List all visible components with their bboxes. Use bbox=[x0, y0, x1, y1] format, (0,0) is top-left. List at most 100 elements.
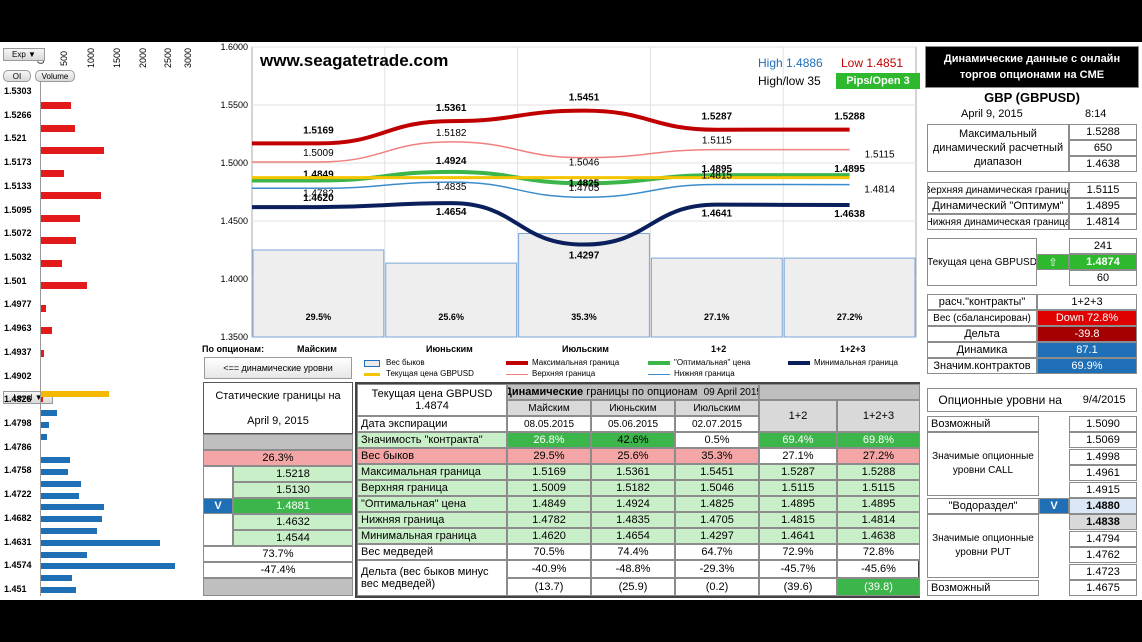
table-cell: 1.4814 bbox=[837, 512, 920, 528]
option-levels-list: 1.5090 1.5069 1.4998 1.4961 1.4915 1.4880 1.48… bbox=[1069, 416, 1137, 596]
table-cell: 25.6% bbox=[591, 448, 675, 464]
y-tick-label: 1.3500 bbox=[220, 332, 248, 342]
table-cell: 1.4620 bbox=[507, 528, 591, 544]
significance-label: Значим.контрактов bbox=[927, 358, 1037, 374]
legend-swatch bbox=[506, 361, 528, 365]
price-level-label: 1.5133 bbox=[4, 180, 32, 191]
col-header: 1+2 bbox=[759, 400, 837, 432]
bulls-weight-bar bbox=[650, 257, 783, 338]
y-tick-label: 1.4000 bbox=[220, 274, 248, 284]
oi-filter-button[interactable]: OI bbox=[3, 70, 31, 82]
instrument-title: GBP (GBPUSD) bbox=[984, 90, 1080, 105]
options-histogram-panel: 0 500 1000 1500 2000 2500 3000 Exp ▼ OI … bbox=[0, 42, 193, 600]
series-value-label: 1.4814 bbox=[864, 185, 895, 196]
legend-swatch bbox=[506, 374, 528, 375]
price-level-label: 1.4574 bbox=[4, 560, 32, 571]
price-level-label: 1.4963 bbox=[4, 323, 32, 334]
price-level-label: 1.4758 bbox=[4, 465, 32, 476]
bulls-weight-bar bbox=[252, 249, 385, 338]
table-cell: 27.2% bbox=[837, 448, 920, 464]
current-level-bar bbox=[41, 391, 110, 397]
category-label: 1+2+3 bbox=[840, 344, 866, 354]
call-volume-bar bbox=[41, 304, 47, 312]
table-cell: 1.5288 bbox=[837, 464, 920, 480]
series-value-label: 1.4782 bbox=[303, 188, 334, 199]
filter-icon: ▼ bbox=[34, 393, 43, 402]
price-label: Текущая цена GBPUSD bbox=[927, 238, 1037, 286]
bar-percent-label: 27.1% bbox=[704, 312, 730, 322]
row-label: Верхняя граница bbox=[357, 480, 507, 496]
price-level-label: 1.4631 bbox=[4, 536, 32, 547]
option-level: 1.4723 bbox=[1069, 563, 1137, 580]
delta-abs-cell: (39.8) bbox=[837, 578, 920, 596]
bar-percent-label: 35.3% bbox=[571, 312, 597, 322]
delta-pct-cell: -45.6% bbox=[837, 560, 920, 578]
option-level: 1.4675 bbox=[1069, 580, 1137, 596]
price-level-label: 1.4798 bbox=[4, 418, 32, 428]
price-level-label: 1.5266 bbox=[4, 109, 32, 120]
y-tick-label: 1.5000 bbox=[220, 158, 248, 168]
legend-swatch bbox=[364, 360, 380, 367]
dynamic-bounds-table: Текущая цена GBPUSD 1.4874 Динамические … bbox=[355, 382, 920, 598]
watershed-label: "Водораздел" bbox=[927, 498, 1039, 514]
chart-legend: Вес быков Текущая цена GBPUSD Максимальн… bbox=[362, 356, 918, 382]
series-value-label: 1.4815 bbox=[702, 170, 733, 181]
delta-abs-cell: (0.2) bbox=[675, 578, 759, 596]
option-level: 1.4762 bbox=[1069, 547, 1137, 564]
call-volume-bar bbox=[41, 124, 75, 132]
put-volume-bar bbox=[41, 575, 72, 582]
dynamic-levels-button[interactable]: <== динамические уровни bbox=[204, 357, 352, 379]
put-levels-label: Значимые опционные уровни PUT bbox=[927, 514, 1039, 578]
possible-label-top: Возможный bbox=[927, 416, 1039, 432]
table-cell: 1.5287 bbox=[759, 464, 837, 480]
table-cell: 1.5182 bbox=[591, 480, 675, 496]
table-cell: 72.8% bbox=[837, 544, 920, 560]
table-cell: 1.5169 bbox=[507, 464, 591, 480]
volume-filter-button[interactable]: Volume bbox=[35, 70, 75, 82]
table-cell: 1.4895 bbox=[759, 496, 837, 512]
series-value-label: 1.4835 bbox=[436, 182, 467, 193]
exp-label: Дата экспирации bbox=[357, 416, 507, 432]
y-tick-label: 1.5500 bbox=[220, 100, 248, 110]
delta-abs-cell: (13.7) bbox=[507, 578, 591, 596]
bulls-weight-bar bbox=[518, 233, 650, 338]
price-level-label: 1.4722 bbox=[4, 489, 32, 500]
series-value-label: 1.4825 bbox=[569, 178, 600, 189]
bulls-weight-bar bbox=[385, 262, 518, 338]
table-cell: 1.4782 bbox=[507, 512, 591, 528]
series-value-label: 1.5009 bbox=[303, 148, 334, 159]
low-readout: Low 1.4851 bbox=[841, 56, 904, 70]
series-line bbox=[252, 141, 850, 163]
row-label: Значимость "контракта" bbox=[357, 432, 507, 448]
static-level-optimal: 1.4881 bbox=[233, 498, 353, 514]
distance-down: 60 bbox=[1069, 270, 1137, 286]
table-cell: 1.4924 bbox=[591, 496, 675, 512]
put-volume-bar bbox=[41, 421, 50, 428]
delta-label: Дельта bbox=[927, 326, 1037, 342]
static-delta: -47.4% bbox=[203, 562, 353, 578]
price-level-label: 1.4902 bbox=[4, 370, 32, 381]
delta-pct-cell: -45.7% bbox=[759, 560, 837, 578]
exp-date: 02.07.2015 bbox=[675, 416, 759, 432]
distance-up: 241 bbox=[1069, 238, 1137, 254]
panel-title: Динамические данные с онлайн торгов опци… bbox=[925, 46, 1139, 88]
series-value-label: 1.4638 bbox=[834, 209, 865, 220]
series-value-label: 1.5361 bbox=[436, 103, 467, 114]
series-value-label: 1.5287 bbox=[702, 112, 733, 123]
series-value-label: 1.4924 bbox=[436, 156, 467, 167]
table-cell: 0.5% bbox=[675, 432, 759, 448]
legend-swatch bbox=[364, 373, 380, 376]
optimum-label: Динамический "Оптимум" bbox=[927, 198, 1069, 214]
bulls-weight-bar bbox=[783, 257, 916, 338]
max-range-value: 1.5288 bbox=[1069, 124, 1137, 140]
call-volume-bar bbox=[41, 282, 88, 289]
table-cell: 1.4641 bbox=[759, 528, 837, 544]
price-level-label: 1.5303 bbox=[4, 86, 32, 96]
static-v-marker: V bbox=[203, 498, 233, 514]
right-panel: Динамические данные с онлайн торгов опци… bbox=[925, 42, 1139, 600]
legend-swatch bbox=[648, 361, 670, 365]
max-range-label: Максимальный динамический расчетный диап… bbox=[927, 124, 1069, 172]
put-volume-bar bbox=[41, 410, 57, 416]
exp-filter-button[interactable]: Exp ▼ bbox=[3, 48, 45, 61]
option-level: 1.5069 bbox=[1069, 432, 1137, 449]
